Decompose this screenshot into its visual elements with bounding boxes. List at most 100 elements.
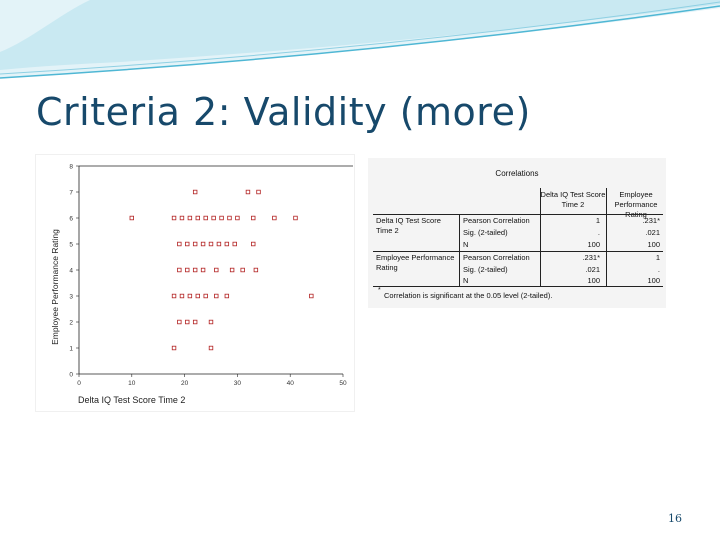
scatter-point [185, 241, 190, 247]
scatter-point [208, 241, 214, 247]
scatter-points [129, 189, 314, 351]
row-variable-delta-iq: Delta IQ Test Score Time 2 [376, 216, 441, 235]
table-divider-values [540, 188, 541, 286]
table-cell: 100 [647, 276, 660, 285]
header-wave-mid [0, 0, 720, 70]
scatter-point [240, 267, 245, 273]
scatter-point [256, 189, 261, 195]
y-tick-label: 2 [69, 320, 73, 327]
scatter-point [129, 215, 134, 221]
scatter-plot: Employee Performance Rating Delta IQ Tes… [50, 164, 353, 405]
scatter-point [192, 241, 198, 247]
header-wave-line [0, 5, 720, 79]
scatter-point [192, 319, 198, 325]
scatter-point [309, 293, 314, 299]
table-cell: . [597, 228, 600, 237]
table-cell: . [657, 265, 660, 274]
table-row-stat: N [463, 276, 469, 285]
scatter-point [200, 267, 206, 273]
y-tick-label: 5 [69, 242, 73, 249]
y-axis-label: Employee Performance Rating [50, 229, 60, 345]
significance-note-star: * [378, 287, 381, 294]
header-wave-line-2 [0, 1, 720, 75]
x-tick-label: 0 [77, 380, 81, 387]
table-cell: 1 [655, 253, 660, 262]
y-tick-label: 8 [69, 164, 73, 171]
scatter-point [253, 267, 259, 273]
scatter-point [214, 267, 219, 273]
scatter-point [227, 215, 232, 221]
table-row-stat: Sig. (2-tailed) [463, 228, 508, 237]
scatter-point [272, 215, 277, 221]
y-tick-label: 4 [69, 268, 73, 275]
page-number: 16 [668, 512, 682, 525]
scatter-point [214, 293, 219, 299]
scatter-point [200, 241, 206, 247]
scatter-point [195, 293, 200, 299]
scatter-point [216, 241, 222, 247]
scatter-point [293, 215, 298, 221]
scatter-point [208, 345, 214, 351]
table-divider-top [373, 214, 663, 215]
scatter-point [235, 215, 240, 221]
table-cell: 100 [647, 240, 660, 249]
table-row-stat: N [463, 240, 469, 249]
scatter-point [177, 241, 182, 247]
scatter-plot-panel: Employee Performance Rating Delta IQ Tes… [36, 155, 354, 411]
scatter-point [171, 215, 177, 221]
column-header-delta-iq: Delta IQ Test Score Time 2 [540, 190, 606, 209]
table-divider-stat [459, 214, 460, 286]
scatter-point [177, 319, 182, 325]
x-tick-label: 10 [128, 380, 136, 387]
significance-note: * Correlation is significant at the 0.05… [378, 287, 552, 300]
scatter-axes [78, 165, 353, 375]
y-tick-label: 6 [69, 216, 73, 223]
row-variable-performance: Employee Performance Rating [376, 253, 455, 272]
scatter-point [208, 319, 214, 325]
scatter-ticks: 0 1 2 3 4 5 6 7 8 0 10 20 30 40 50 [69, 164, 347, 388]
x-tick-label: 40 [287, 380, 295, 387]
correlations-table-title: Correlations [495, 169, 539, 178]
table-cell: 100 [587, 240, 600, 249]
scatter-point [187, 215, 193, 221]
scatter-point [192, 189, 198, 195]
table-cell: 100 [587, 276, 600, 285]
table-divider-middle [373, 251, 663, 252]
scatter-point [224, 293, 230, 299]
scatter-point [187, 293, 193, 299]
scatter-point [245, 189, 251, 195]
scatter-point [232, 241, 237, 247]
scatter-point [185, 267, 190, 273]
scatter-point [177, 267, 182, 273]
table-cell: .021 [645, 228, 660, 237]
scatter-point [211, 215, 216, 221]
y-tick-label: 7 [69, 190, 73, 197]
scatter-point [251, 241, 256, 247]
y-tick-label: 3 [69, 294, 73, 301]
scatter-point [251, 215, 256, 221]
y-tick-label: 1 [69, 346, 73, 353]
x-tick-label: 30 [234, 380, 242, 387]
table-divider-col2 [606, 188, 607, 286]
scatter-point [185, 319, 190, 325]
scatter-point [224, 241, 230, 247]
table-row-stat: Sig. (2-tailed) [463, 265, 508, 274]
table-row-stat: Pearson Correlation [463, 253, 530, 262]
table-divider-bottom [373, 286, 663, 287]
scatter-point [219, 215, 224, 221]
scatter-point [171, 293, 177, 299]
table-cell: .231* [582, 253, 600, 262]
scatter-point [229, 267, 235, 273]
header-band [0, 0, 720, 79]
scatter-point [192, 267, 198, 273]
scatter-point [203, 215, 208, 221]
x-tick-label: 50 [339, 380, 347, 387]
table-cell: .021 [585, 265, 600, 274]
table-cell: .231* [642, 216, 660, 225]
scatter-point [195, 215, 200, 221]
scatter-point [203, 293, 208, 299]
scatter-point [179, 215, 185, 221]
scatter-point [179, 293, 185, 299]
x-tick-label: 20 [181, 380, 189, 387]
slide-title: Criteria 2: Validity (more) [36, 90, 531, 134]
